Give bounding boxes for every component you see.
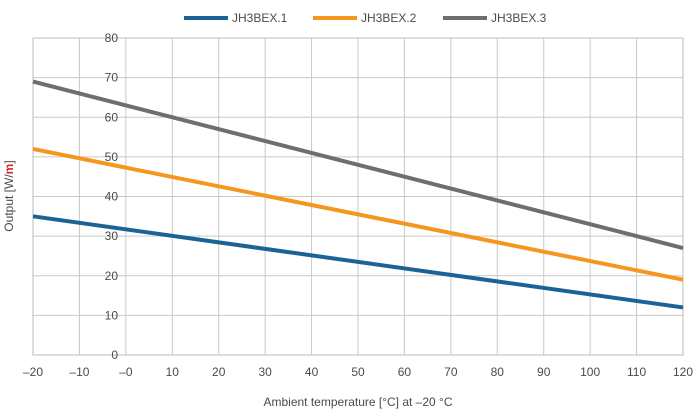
x-tick-label: 20 (212, 365, 226, 379)
x-tick-label: 90 (537, 365, 551, 379)
x-tick-label: 80 (491, 365, 505, 379)
legend-label: JH3BEX.1 (232, 11, 288, 25)
y-axis-label-suffix: ] (2, 160, 16, 163)
chart-legend: JH3BEX.1 JH3BEX.2 JH3BEX.3 (184, 11, 547, 25)
series-line-jh3bex-1 (32, 214, 684, 310)
y-tick-label: 30 (105, 229, 119, 243)
x-tick-label: 30 (258, 365, 272, 379)
x-tick-label: 10 (166, 365, 180, 379)
chart-grid (33, 38, 683, 355)
y-tick-label: 20 (105, 269, 119, 283)
y-tick-label: 60 (105, 110, 119, 124)
x-tick-label: –20 (23, 365, 43, 379)
x-tick-label: –10 (69, 365, 89, 379)
y-axis-label-prefix: Output [W/ (2, 174, 16, 232)
y-tick-label: 70 (105, 71, 119, 85)
x-tick-label: –0 (119, 365, 133, 379)
x-tick-label: 100 (580, 365, 600, 379)
y-axis-label: Output [W/m] (2, 160, 16, 231)
series-line-jh3bex-3 (32, 79, 684, 250)
y-axis-ticks: 0 10 20 30 40 50 60 70 80 (105, 31, 119, 362)
x-tick-label: 110 (627, 365, 646, 379)
x-tick-label: 50 (351, 365, 365, 379)
y-tick-label: 80 (105, 31, 119, 45)
x-tick-label: 60 (398, 365, 412, 379)
x-tick-label: 120 (673, 365, 693, 379)
plot-frame (32, 37, 684, 356)
y-tick-label: 40 (105, 190, 119, 204)
x-axis-ticks: –20 –10 –0 10 20 30 40 50 60 70 80 90 100 110 120 (23, 365, 693, 379)
legend-label: JH3BEX.3 (491, 11, 547, 25)
series-layer (32, 79, 684, 310)
y-axis-label-unit: m (2, 164, 16, 175)
y-tick-label: 10 (105, 308, 119, 322)
series-line-jh3bex-2 (32, 146, 684, 282)
x-tick-label: 40 (305, 365, 319, 379)
y-tick-label: 0 (111, 348, 118, 362)
x-axis-label: Ambient temperature [°C] at –20 °C (263, 395, 452, 409)
x-tick-label: 70 (444, 365, 458, 379)
legend-label: JH3BEX.2 (361, 11, 417, 25)
y-tick-label: 50 (105, 150, 119, 164)
